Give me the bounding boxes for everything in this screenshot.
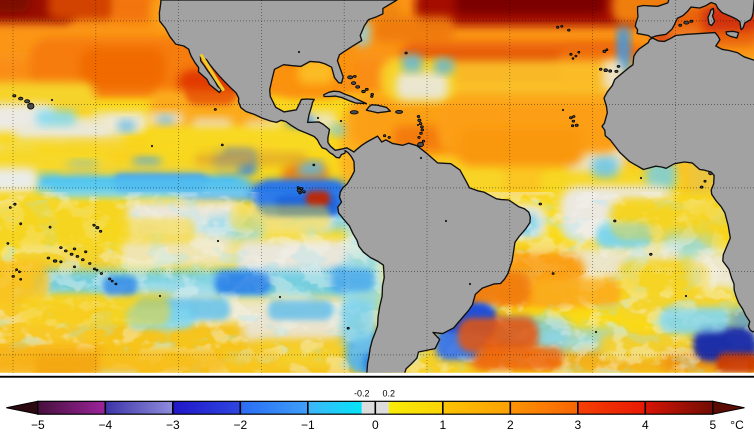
svg-text:0.2: 0.2 [383,389,396,399]
svg-text:−1: −1 [301,418,315,432]
svg-text:4: 4 [642,418,649,432]
svg-text:-0.2: -0.2 [354,389,370,399]
svg-text:3: 3 [574,418,581,432]
svg-text:−2: −2 [233,418,247,432]
svg-text:−4: −4 [98,418,112,432]
svg-text:0: 0 [372,418,379,432]
svg-text:2: 2 [507,418,514,432]
svg-text:°C: °C [730,418,744,432]
svg-text:1: 1 [439,418,446,432]
svg-text:−5: −5 [31,418,45,432]
svg-text:5: 5 [709,418,716,432]
svg-text:−3: −3 [166,418,180,432]
